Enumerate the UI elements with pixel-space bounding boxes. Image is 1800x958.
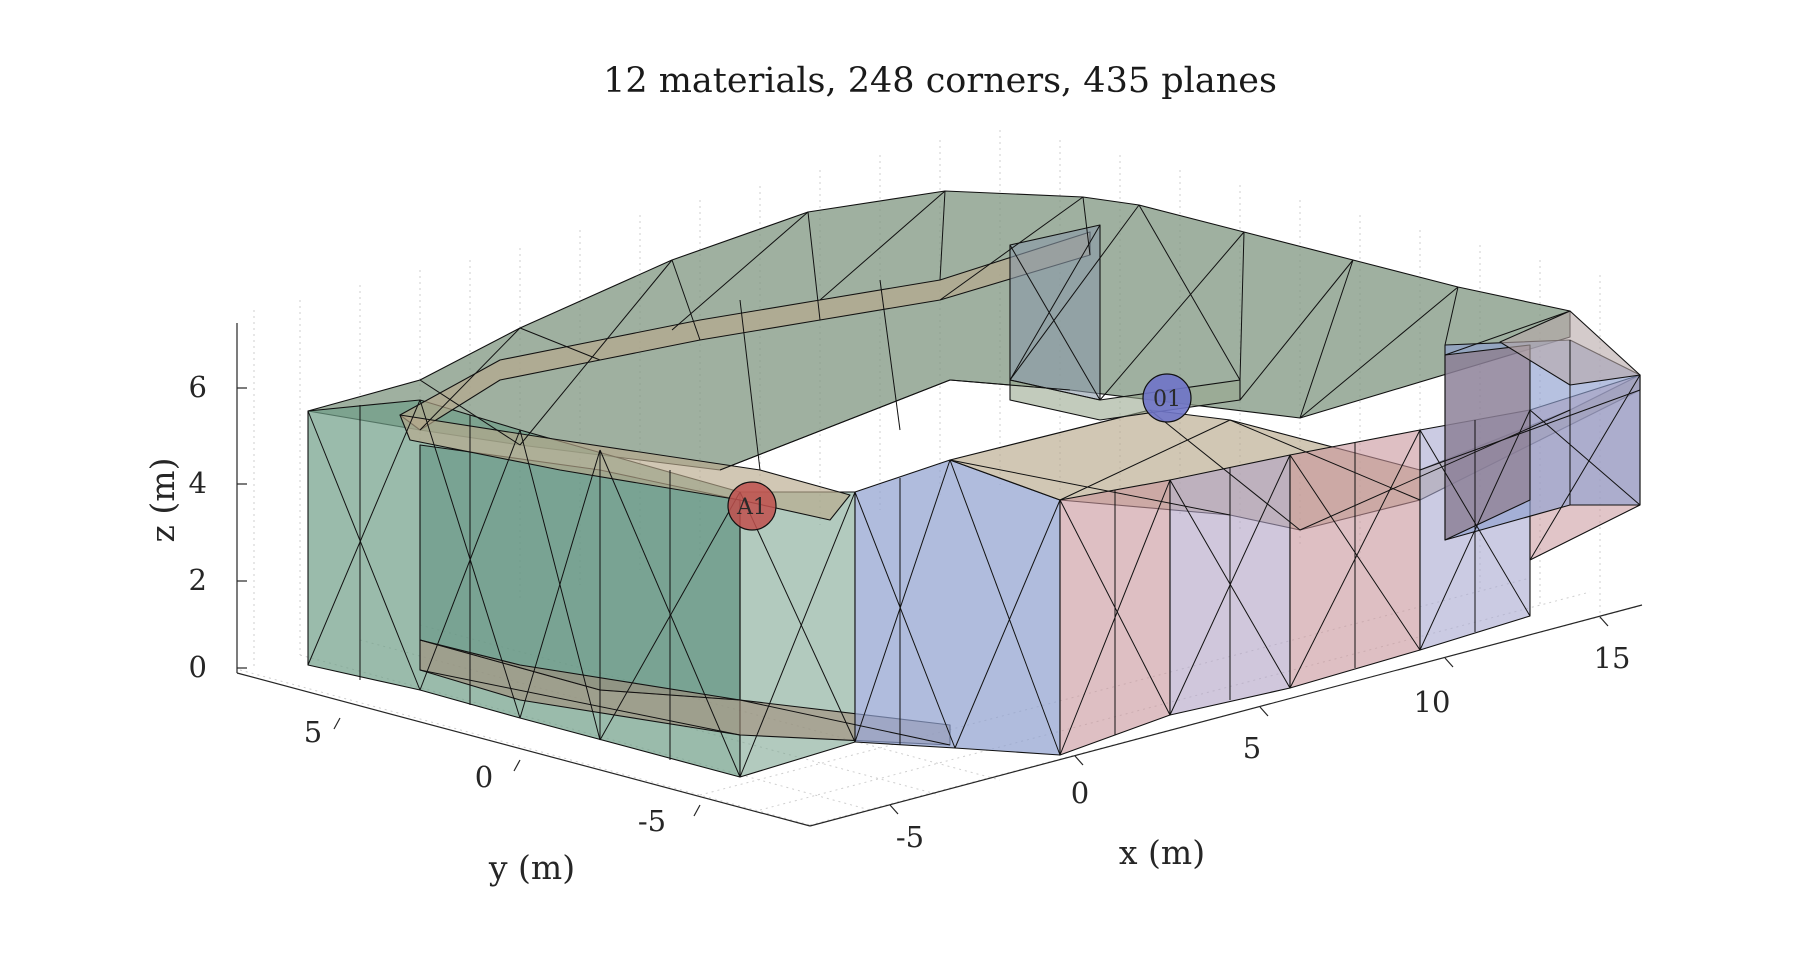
z-axis-label: z (m) — [143, 458, 182, 543]
marker-label-a1: A1 — [736, 495, 767, 520]
y-tick-0: 5 — [304, 715, 322, 749]
z-tick-3: 6 — [189, 370, 207, 404]
x-axis-line — [809, 604, 1643, 827]
x-tick-0: -5 — [896, 820, 924, 854]
z-tick-0: 0 — [189, 650, 207, 684]
x-axis-label: x (m) — [1119, 833, 1205, 872]
x-tick-4: 15 — [1594, 641, 1631, 675]
z-tick-2: 4 — [189, 466, 207, 500]
figure-title: 12 materials, 248 corners, 435 planes — [603, 61, 1277, 101]
source-marker-a1: A1 — [727, 481, 777, 531]
x-axis: -5 0 5 10 15 x (m) — [889, 616, 1631, 872]
z-tick-1: 2 — [189, 563, 207, 597]
y-tick-2: -5 — [638, 804, 666, 838]
marker-label-01: 01 — [1153, 387, 1181, 412]
x-tick-1: 0 — [1071, 776, 1089, 810]
axes-lines — [236, 323, 1643, 827]
y-tick-1: 0 — [475, 760, 493, 794]
y-axis: 5 0 -5 y (m) — [304, 715, 701, 887]
z-axis: 0 2 4 6 z (m) — [143, 370, 247, 684]
y-axis-line — [236, 672, 811, 827]
center-blue-wall — [854, 459, 1061, 756]
x-tick-2: 5 — [1243, 731, 1261, 765]
x-tick-3: 10 — [1414, 685, 1451, 719]
upper-alcove — [1009, 224, 1101, 401]
y-axis-label: y (m) — [488, 848, 575, 887]
right-dark-panel — [1444, 344, 1531, 541]
receiver-marker-01: 01 — [1142, 373, 1192, 423]
mesh-edges — [307, 190, 1641, 778]
